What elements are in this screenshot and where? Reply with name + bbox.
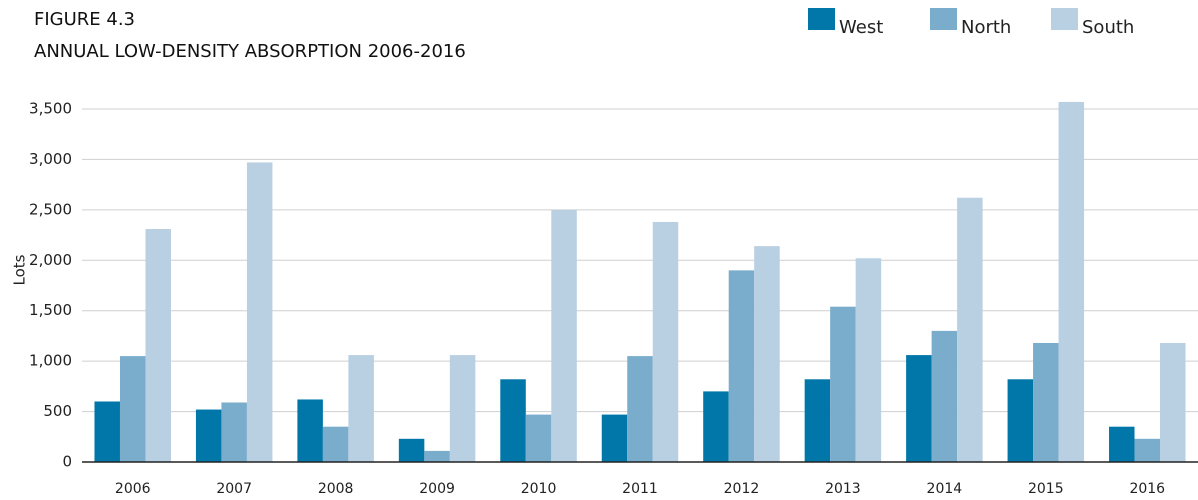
bar: [627, 356, 653, 462]
bar: [398, 438, 425, 462]
x-tick-label: 2011: [622, 481, 658, 497]
x-tick-label: 2009: [419, 481, 455, 497]
bar: [1033, 342, 1059, 462]
y-tick-label: 2,500: [29, 200, 72, 218]
bar: [525, 414, 552, 462]
bar: [1160, 342, 1186, 462]
y-tick-label: 500: [43, 402, 72, 420]
y-tick-label: 3,000: [29, 150, 72, 168]
bar: [1058, 101, 1085, 462]
legend-label: South: [1082, 17, 1134, 38]
y-tick-label: 0: [62, 453, 72, 471]
legend-swatch: [1051, 8, 1078, 30]
bar: [601, 414, 628, 462]
bar: [119, 356, 146, 462]
chart-subtitle: ANNUAL LOW-DENSITY ABSORPTION 2006-2016: [34, 41, 466, 62]
x-tick-label: 2016: [1129, 481, 1165, 497]
x-tick-label: 2010: [521, 481, 557, 497]
bar: [297, 399, 323, 462]
y-tick-label: 2,000: [29, 251, 72, 269]
bar: [652, 221, 679, 462]
bar: [1134, 438, 1161, 462]
bar: [424, 450, 450, 462]
y-tick-label: 1,000: [29, 352, 72, 370]
x-tick-label: 2006: [115, 481, 151, 497]
legend-label: West: [839, 17, 883, 38]
x-tick-label: 2012: [724, 481, 760, 497]
y-tick-label: 3,500: [29, 99, 72, 117]
bar: [195, 409, 222, 462]
legend-swatch: [808, 8, 835, 30]
legend-label: North: [961, 17, 1011, 38]
x-tick-label: 2015: [1028, 481, 1064, 497]
bar: [145, 229, 171, 462]
bar: [931, 330, 958, 462]
bar: [246, 162, 273, 462]
bar: [754, 246, 780, 462]
bar: [855, 258, 882, 462]
bar: [348, 355, 374, 462]
bar: [804, 379, 831, 462]
bar: [728, 270, 755, 462]
x-tick-label: 2014: [927, 481, 963, 497]
bar: [957, 197, 983, 462]
chart-title: FIGURE 4.3: [34, 9, 135, 30]
y-axis-label: Lots: [11, 254, 29, 285]
bar: [703, 391, 729, 462]
bar: [551, 209, 577, 462]
x-tick-label: 2013: [825, 481, 861, 497]
bar: [500, 379, 526, 462]
bar: [906, 355, 932, 462]
y-tick-label: 1,500: [29, 301, 72, 319]
bar: [1109, 426, 1135, 462]
bar: [221, 402, 247, 462]
bar: [449, 355, 476, 462]
bar: [830, 306, 856, 462]
bar: [94, 401, 120, 462]
legend-swatch: [930, 8, 957, 30]
bar: [1007, 379, 1034, 462]
bar: [322, 426, 349, 462]
x-tick-label: 2008: [318, 481, 354, 497]
x-tick-label: 2007: [216, 481, 252, 497]
